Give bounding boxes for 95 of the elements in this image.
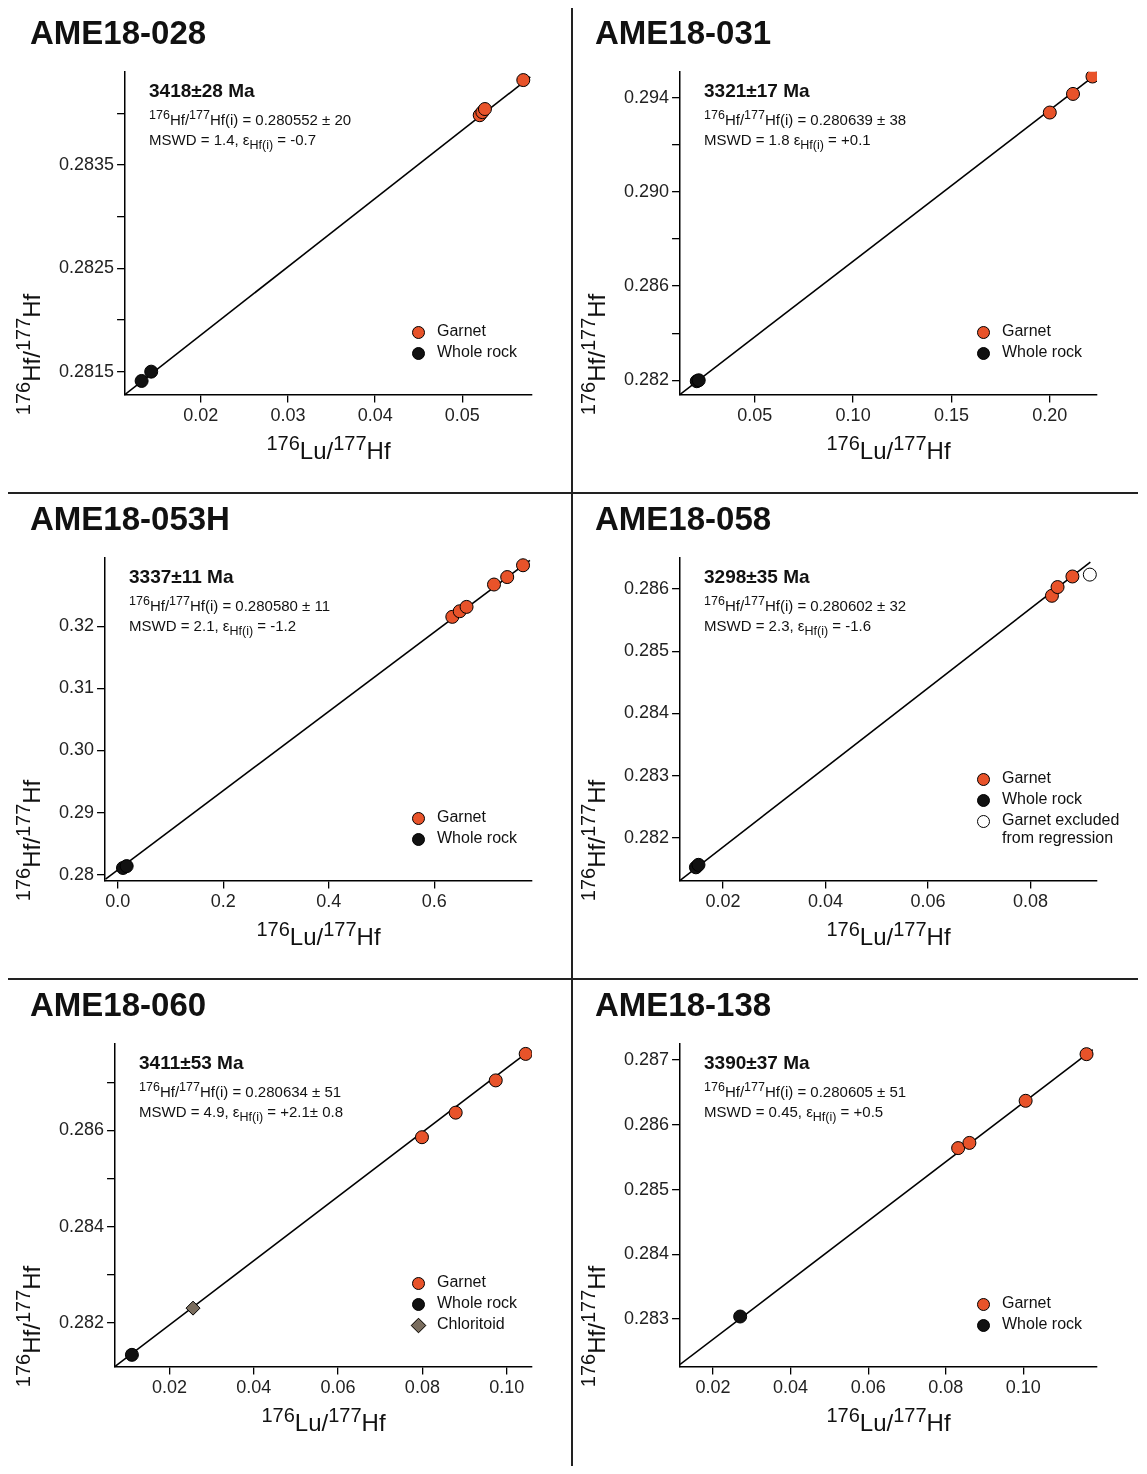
y-tick-label: 0.32 <box>58 615 95 636</box>
x-tick-label: 0.05 <box>444 405 480 426</box>
annotation: $^{176}$Hf/$^{177}$Hf(i) = 0.280639 ± 38 <box>704 107 907 128</box>
annotation: 3298±35 Ma <box>704 565 811 588</box>
chart-title: AME18-031 <box>595 14 772 52</box>
y-tick-label: 0.286 <box>624 1113 670 1134</box>
y-tick-label: 0.286 <box>624 275 670 296</box>
legend-label: Chloritoid <box>437 1315 506 1334</box>
annotation: $^{176}$Hf/$^{177}$Hf(i) = 0.280634 ± 51 <box>139 1079 343 1100</box>
x-axis-title: $^{176}$Lu/$^{177}$Hf <box>826 918 951 951</box>
y-tick-label: 0.30 <box>58 739 95 760</box>
y-tick-label: 0.31 <box>58 677 95 698</box>
annotation: MSWD = 2.1, ε$_{Hf(i)}$ = -1.2 <box>129 616 298 638</box>
annotation: MSWD = 1.8 ε$_{Hf(i)}$ = +0.1 <box>704 130 872 152</box>
legend-label: Whole rock <box>1002 790 1084 809</box>
x-tick-label: 0.10 <box>489 1377 525 1398</box>
y-tick-label: 0.282 <box>624 369 670 390</box>
annotation: $^{176}$Hf/$^{177}$Hf(i) = 0.280605 ± 51 <box>704 1079 907 1100</box>
x-tick-label: 0.10 <box>1005 1377 1041 1398</box>
legend-label: Whole rock <box>437 1294 519 1313</box>
y-tick-label: 0.2825 <box>58 257 115 278</box>
x-tick-label: 0.04 <box>773 1377 809 1398</box>
chart-title: AME18-053H <box>30 500 230 538</box>
y-tick-label: 0.2835 <box>58 153 115 174</box>
x-tick-label: 0.05 <box>737 405 773 426</box>
legend-label: Whole rock <box>1002 343 1084 362</box>
legend-label: Garnet <box>1002 1294 1052 1313</box>
x-tick-label: 0.10 <box>835 405 871 426</box>
annotation: MSWD = 4.9, ε$_{Hf(i)}$ = +2.1± 0.8 <box>139 1102 344 1124</box>
x-tick-label: 0.2 <box>210 891 236 912</box>
legend-label: Garnet <box>1002 769 1052 788</box>
legend-label: Whole rock <box>437 343 519 362</box>
legend-label: Whole rock <box>437 829 519 848</box>
x-axis-title: $^{176}$Lu/$^{177}$Hf <box>826 432 951 465</box>
annotation: MSWD = 2.3, ε$_{Hf(i)}$ = -1.6 <box>704 616 873 638</box>
x-axis-title: $^{176}$Lu/$^{177}$Hf <box>826 1404 951 1437</box>
y-tick-label: 0.283 <box>624 1308 670 1329</box>
legend-label: Garnet <box>1002 322 1052 341</box>
x-axis-title: $^{176}$Lu/$^{177}$Hf <box>266 432 391 465</box>
x-tick-label: 0.06 <box>910 891 946 912</box>
x-tick-label: 0.04 <box>236 1377 272 1398</box>
legend-label: Garnet <box>437 808 487 827</box>
y-tick-label: 0.282 <box>624 827 670 848</box>
chart-title: AME18-058 <box>595 500 772 538</box>
x-tick-label: 0.0 <box>105 891 131 912</box>
x-tick-label: 0.08 <box>404 1377 440 1398</box>
legend-label: Garnet <box>437 322 487 341</box>
y-tick-label: 0.29 <box>58 801 95 822</box>
x-tick-label: 0.04 <box>807 891 844 912</box>
x-axis-title: $^{176}$Lu/$^{177}$Hf <box>261 1404 386 1437</box>
annotation: MSWD = 1.4, ε$_{Hf(i)}$ = -0.7 <box>149 130 318 152</box>
x-tick-label: 0.6 <box>421 891 447 912</box>
x-axis-title: $^{176}$Lu/$^{177}$Hf <box>256 918 381 951</box>
annotation: 3411±53 Ma <box>139 1051 245 1074</box>
y-tick-label: 0.285 <box>624 1178 670 1199</box>
y-tick-label: 0.282 <box>59 1312 105 1333</box>
x-tick-label: 0.08 <box>1012 891 1048 912</box>
x-tick-label: 0.02 <box>183 405 219 426</box>
x-tick-label: 0.15 <box>933 405 969 426</box>
y-tick-label: 0.287 <box>624 1048 670 1069</box>
annotation: $^{176}$Hf/$^{177}$Hf(i) = 0.280602 ± 32 <box>704 593 907 614</box>
y-tick-label: 0.294 <box>624 86 670 107</box>
x-tick-label: 0.08 <box>928 1377 964 1398</box>
chart-title: AME18-028 <box>30 14 207 52</box>
legend-label: Garnet <box>437 1273 487 1292</box>
annotation: $^{176}$Hf/$^{177}$Hf(i) = 0.280580 ± 11 <box>129 593 331 614</box>
annotation: 3418±28 Ma <box>149 79 256 102</box>
y-tick-label: 0.286 <box>624 577 670 598</box>
y-tick-label: 0.290 <box>624 180 670 201</box>
chart-title: AME18-138 <box>595 986 772 1024</box>
y-tick-label: 0.284 <box>624 702 670 723</box>
annotation: 3321±17 Ma <box>704 79 811 102</box>
x-tick-label: 0.06 <box>320 1377 356 1398</box>
x-tick-label: 0.02 <box>151 1377 187 1398</box>
legend-label: Whole rock <box>1002 1315 1084 1334</box>
y-tick-label: 0.2815 <box>58 360 115 381</box>
x-tick-label: 0.02 <box>705 891 741 912</box>
x-tick-label: 0.03 <box>270 405 306 426</box>
chart-title: AME18-060 <box>30 986 207 1024</box>
y-tick-label: 0.28 <box>58 863 95 884</box>
annotation: 3337±11 Ma <box>129 565 235 588</box>
y-tick-label: 0.283 <box>624 764 670 785</box>
annotation: MSWD = 0.45, ε$_{Hf(i)}$ = +0.5 <box>704 1102 885 1124</box>
x-tick-label: 0.20 <box>1032 405 1068 426</box>
y-tick-label: 0.284 <box>59 1215 105 1236</box>
annotation: $^{176}$Hf/$^{177}$Hf(i) = 0.280552 ± 20 <box>149 107 352 128</box>
x-tick-label: 0.04 <box>357 405 393 426</box>
y-tick-label: 0.284 <box>624 1243 670 1264</box>
x-tick-label: 0.4 <box>316 891 342 912</box>
y-tick-label: 0.285 <box>624 640 670 661</box>
x-tick-label: 0.02 <box>695 1377 731 1398</box>
x-tick-label: 0.06 <box>850 1377 886 1398</box>
legend-label: Garnet excluded from regression <box>1002 811 1121 848</box>
y-tick-label: 0.286 <box>59 1119 105 1140</box>
annotation: 3390±37 Ma <box>704 1051 811 1074</box>
